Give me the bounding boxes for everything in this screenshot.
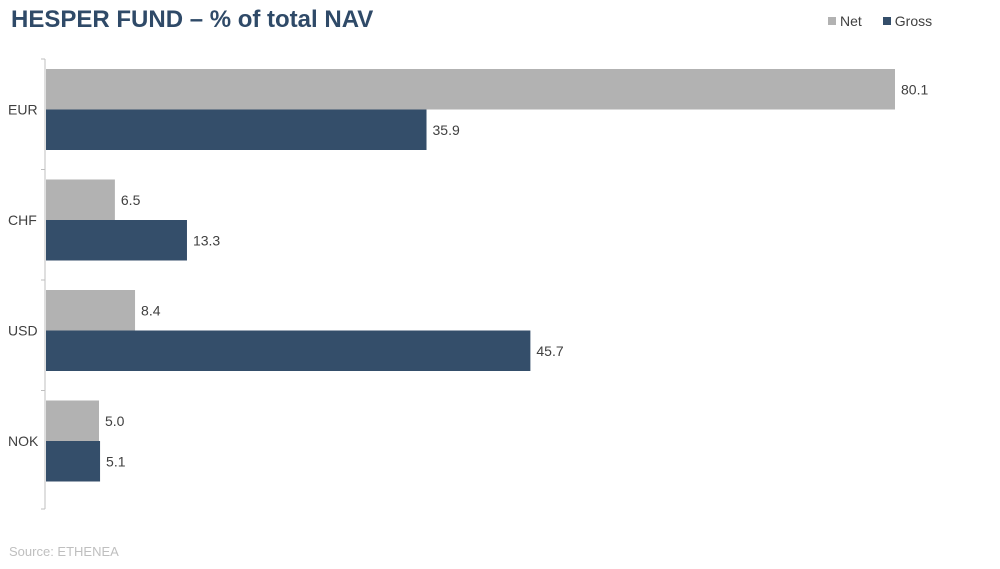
bar-gross-chf [46, 220, 187, 261]
data-label-gross-chf: 13.3 [193, 232, 220, 248]
data-label-gross-nok: 5.1 [106, 453, 126, 469]
chart-title: HESPER FUND – % of total NAV [11, 6, 374, 33]
category-label-eur: EUR [8, 102, 38, 118]
data-label-net-usd: 8.4 [141, 302, 161, 318]
bar-gross-eur [46, 109, 427, 150]
legend-label-gross: Gross [894, 13, 933, 29]
data-label-gross-usd: 45.7 [536, 343, 563, 359]
bar-gross-nok [46, 441, 101, 482]
bar-net-chf [46, 179, 115, 220]
source-note: Source: ETHENEA [9, 544, 119, 559]
legend-label-net: Net [840, 13, 862, 29]
legend: Net Gross [828, 13, 932, 29]
bar-net-usd [46, 290, 136, 331]
category-label-usd: USD [8, 323, 38, 339]
category-label-nok: NOK [8, 433, 39, 449]
data-label-net-eur: 80.1 [901, 81, 928, 97]
legend-item-gross: Gross [882, 13, 933, 29]
legend-swatch-net [828, 17, 836, 25]
data-label-gross-eur: 35.9 [433, 122, 460, 138]
bar-gross-usd [46, 330, 531, 371]
bar-net-eur [46, 69, 895, 110]
legend-item-net: Net [828, 13, 862, 29]
data-label-net-chf: 6.5 [121, 192, 141, 208]
legend-swatch-gross [882, 17, 891, 25]
category-label-chf: CHF [8, 212, 37, 228]
bar-net-nok [46, 400, 99, 441]
data-label-net-nok: 5.0 [105, 413, 125, 429]
